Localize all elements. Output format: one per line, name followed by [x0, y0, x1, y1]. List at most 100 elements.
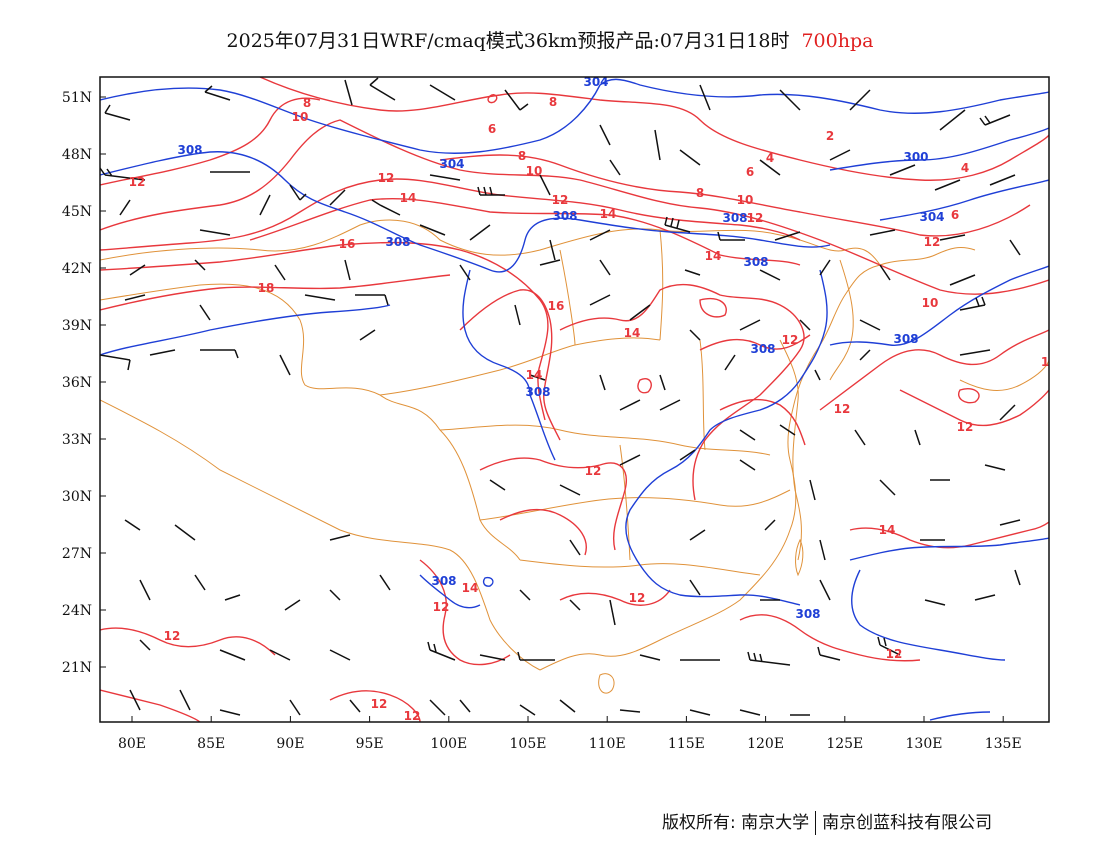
- wind-barb: [104, 104, 131, 121]
- wind-barb: [989, 174, 1016, 186]
- wind-barb: [689, 579, 701, 596]
- wind-barb: [477, 186, 505, 196]
- wind-barb: [639, 654, 661, 661]
- lon-tick-label: 110E: [589, 736, 626, 752]
- temp-label: 14: [400, 191, 417, 205]
- temp-label: 12: [747, 211, 764, 225]
- wind-barb: [517, 651, 555, 661]
- lat-tick-label: 42N: [62, 261, 92, 277]
- wind-barb: [100, 354, 131, 371]
- wind-barb: [289, 699, 301, 716]
- temp-label: 8: [696, 186, 704, 200]
- height-contour-308: [829, 265, 1049, 346]
- lat-tick-label: 48N: [62, 147, 92, 163]
- temp-label: 14: [879, 523, 896, 537]
- temp-label: 16: [339, 237, 356, 251]
- temp-label: 2: [826, 129, 834, 143]
- wind-barb: [779, 424, 796, 436]
- temp-label: 12: [378, 171, 395, 185]
- wind-barb: [549, 239, 556, 261]
- wind-barb: [204, 85, 231, 101]
- wind-barb: [194, 574, 206, 591]
- wind-barb: [279, 354, 291, 376]
- wind-barb: [949, 274, 976, 286]
- wind-barb: [689, 709, 711, 716]
- wind-barb: [799, 319, 811, 331]
- wind-barb: [979, 114, 1011, 126]
- wind-barb: [379, 574, 391, 591]
- map-title: 2025年07月31日WRF/cmaq模式36km预报产品:07月31日18时 7…: [0, 26, 1100, 53]
- wind-barb: [149, 349, 176, 356]
- height-contour-308: [419, 574, 494, 609]
- wind-barb: [879, 479, 896, 496]
- temp-contour-12: [499, 508, 587, 556]
- temp-contour-12: [699, 334, 811, 446]
- country-border: [819, 247, 976, 346]
- wind-barb: [724, 354, 736, 371]
- wind-barb: [739, 709, 761, 716]
- island-outline: [598, 673, 615, 694]
- wind-barb: [914, 429, 921, 446]
- wind-barb: [371, 199, 401, 216]
- wind-barb: [419, 224, 446, 236]
- country-border: [100, 283, 521, 561]
- temp-label: 12: [585, 464, 602, 478]
- wind-barb: [359, 329, 376, 341]
- wind-barb: [569, 539, 581, 556]
- height-contour-308: [849, 537, 1049, 561]
- wind-barb: [429, 84, 456, 101]
- temp-contour-18: [100, 274, 451, 311]
- wind-barb: [344, 259, 351, 281]
- wind-barb: [329, 589, 341, 601]
- copyright-notice: 版权所有: 南京大学 南京创蓝科技有限公司: [662, 808, 992, 835]
- province-border: [479, 489, 791, 521]
- lat-tick-label: 45N: [62, 204, 92, 220]
- temp-label: 12: [552, 193, 569, 207]
- temp-contour-6: [259, 77, 1049, 181]
- wind-barb: [459, 699, 471, 713]
- height-label: 308: [385, 235, 410, 249]
- height-label: 308: [431, 574, 456, 588]
- wind-barb: [599, 124, 611, 146]
- province-border: [559, 229, 706, 561]
- wind-barb: [659, 399, 681, 411]
- temp-label: 1: [1041, 355, 1049, 369]
- temp-contour-16: [100, 241, 549, 421]
- wind-barb: [174, 524, 196, 541]
- lon-tick-label: 85E: [197, 736, 225, 752]
- lon-tick-label: 135E: [985, 736, 1022, 752]
- wind-barb: [779, 89, 801, 111]
- wind-barb: [924, 599, 946, 606]
- height-contour-304: [879, 179, 1049, 221]
- wind-barb: [609, 159, 621, 176]
- wind-barb: [809, 479, 816, 501]
- lon-tick-label: 80E: [118, 736, 146, 752]
- height-contour-308: [100, 304, 391, 356]
- wind-barb: [129, 689, 141, 711]
- wind-barb: [764, 519, 776, 531]
- height-label: 304: [919, 210, 944, 224]
- temp-contour-12: [899, 389, 1049, 427]
- wind-barb: [684, 269, 701, 276]
- temp-label: 6: [746, 165, 754, 179]
- lon-tick-label: 95E: [356, 736, 384, 752]
- wind-barb: [479, 654, 506, 661]
- wind-barb: [817, 646, 841, 661]
- wind-barb: [939, 234, 966, 241]
- lon-tick-label: 120E: [747, 736, 784, 752]
- wind-barb: [759, 159, 781, 176]
- wind-barb: [759, 269, 781, 281]
- country-border: [100, 219, 881, 266]
- coastline: [779, 339, 802, 561]
- wind-barbs: [100, 77, 1021, 716]
- temp-contour-14: [849, 521, 1049, 549]
- temp-label: 4: [766, 151, 774, 165]
- temp-label: 10: [526, 164, 543, 178]
- wind-barb: [259, 194, 271, 216]
- temp-contour-12: [419, 559, 671, 666]
- wind-barb: [859, 319, 881, 331]
- wind-barb: [1014, 569, 1021, 586]
- wind-barb: [999, 519, 1021, 526]
- wind-barb: [539, 259, 561, 266]
- temp-label: 8: [303, 96, 311, 110]
